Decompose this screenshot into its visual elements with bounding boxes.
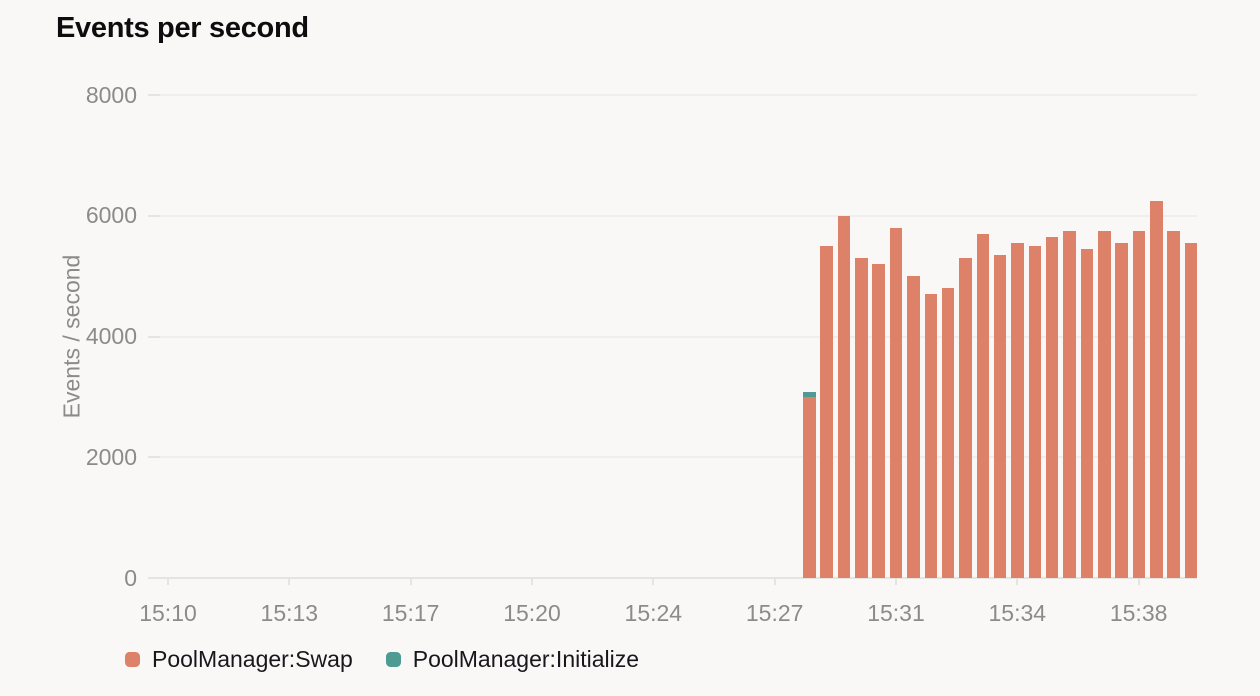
chart-legend: PoolManager:Swap PoolManager:Initialize <box>125 648 639 671</box>
y-tick-label: 2000 <box>85 443 137 470</box>
chart-title: Events per second <box>56 12 309 44</box>
x-tick-label: 15:38 <box>1109 600 1168 626</box>
bar-poolmanager-swap[interactable] <box>1132 230 1146 578</box>
bar-poolmanager-swap[interactable] <box>924 294 937 578</box>
bar-poolmanager-swap[interactable] <box>1011 242 1024 578</box>
bar-poolmanager-swap[interactable] <box>1063 230 1076 578</box>
x-tick-label: 15:24 <box>624 600 683 626</box>
legend-item-poolmanager-initialize[interactable]: PoolManager:Initialize <box>385 646 640 672</box>
bar-poolmanager-swap[interactable] <box>1115 242 1128 578</box>
bar-poolmanager-swap[interactable] <box>1080 249 1094 578</box>
y-tick-mark <box>148 577 160 579</box>
bar-poolmanager-swap[interactable] <box>855 258 868 578</box>
x-tick-label: 15:20 <box>503 600 561 626</box>
x-axis-line <box>160 577 1197 579</box>
y-tick-label: 8000 <box>85 81 137 108</box>
bar-poolmanager-swap[interactable] <box>1098 230 1111 578</box>
legend-label-swap: PoolManager:Swap <box>152 646 353 672</box>
bar-poolmanager-swap[interactable] <box>889 227 903 578</box>
x-tick-label: 15:27 <box>745 600 804 626</box>
bar-poolmanager-initialize[interactable] <box>803 392 816 397</box>
bar-poolmanager-swap[interactable] <box>1150 200 1163 578</box>
legend-item-poolmanager-swap[interactable]: PoolManager:Swap <box>125 648 353 671</box>
y-tick-label: 0 <box>124 564 137 591</box>
x-tick-label: 15:31 <box>867 600 925 626</box>
legend-swatch-swap-icon <box>125 652 140 667</box>
x-tick-mark <box>530 578 533 585</box>
legend-label-initialize: PoolManager:Initialize <box>412 646 640 672</box>
x-tick-mark <box>288 578 291 585</box>
x-tick-label: 15:17 <box>381 600 440 626</box>
bar-poolmanager-swap[interactable] <box>837 215 851 579</box>
bar-poolmanager-swap[interactable] <box>803 396 816 578</box>
x-tick-mark <box>1137 578 1140 585</box>
x-tick-mark <box>167 578 169 585</box>
x-tick-mark <box>409 578 412 585</box>
bar-poolmanager-swap[interactable] <box>820 245 833 578</box>
x-tick-label: 15:10 <box>139 600 197 626</box>
legend-swatch-initialize-icon <box>385 652 401 667</box>
bar-poolmanager-swap[interactable] <box>1045 236 1059 578</box>
bar-poolmanager-swap[interactable] <box>976 233 989 578</box>
gridline-y-4000 <box>160 335 1197 338</box>
y-tick-mark <box>148 456 160 459</box>
gridline-y-2000 <box>160 456 1197 459</box>
x-tick-mark <box>1016 578 1019 585</box>
bar-poolmanager-swap[interactable] <box>1028 245 1041 578</box>
y-tick-mark <box>148 335 160 338</box>
bar-poolmanager-swap[interactable] <box>993 255 1007 578</box>
x-tick-mark <box>652 578 655 585</box>
x-tick-label: 15:13 <box>260 600 319 626</box>
y-tick-label: 6000 <box>85 202 137 229</box>
x-tick-mark <box>894 578 897 585</box>
y-tick-label: 4000 <box>85 323 137 349</box>
bar-poolmanager-swap[interactable] <box>941 288 955 578</box>
gridline-y-6000 <box>160 214 1197 217</box>
y-tick-mark <box>148 94 160 96</box>
bar-poolmanager-swap[interactable] <box>959 258 972 578</box>
y-tick-mark <box>148 214 160 217</box>
bar-poolmanager-swap[interactable] <box>872 264 885 578</box>
x-tick-mark <box>773 578 776 585</box>
x-tick-label: 15:34 <box>988 600 1047 626</box>
bar-poolmanager-swap[interactable] <box>1184 242 1198 578</box>
gridline-y-8000 <box>160 94 1197 96</box>
bar-poolmanager-swap[interactable] <box>1167 230 1180 578</box>
bar-poolmanager-swap[interactable] <box>907 276 920 578</box>
